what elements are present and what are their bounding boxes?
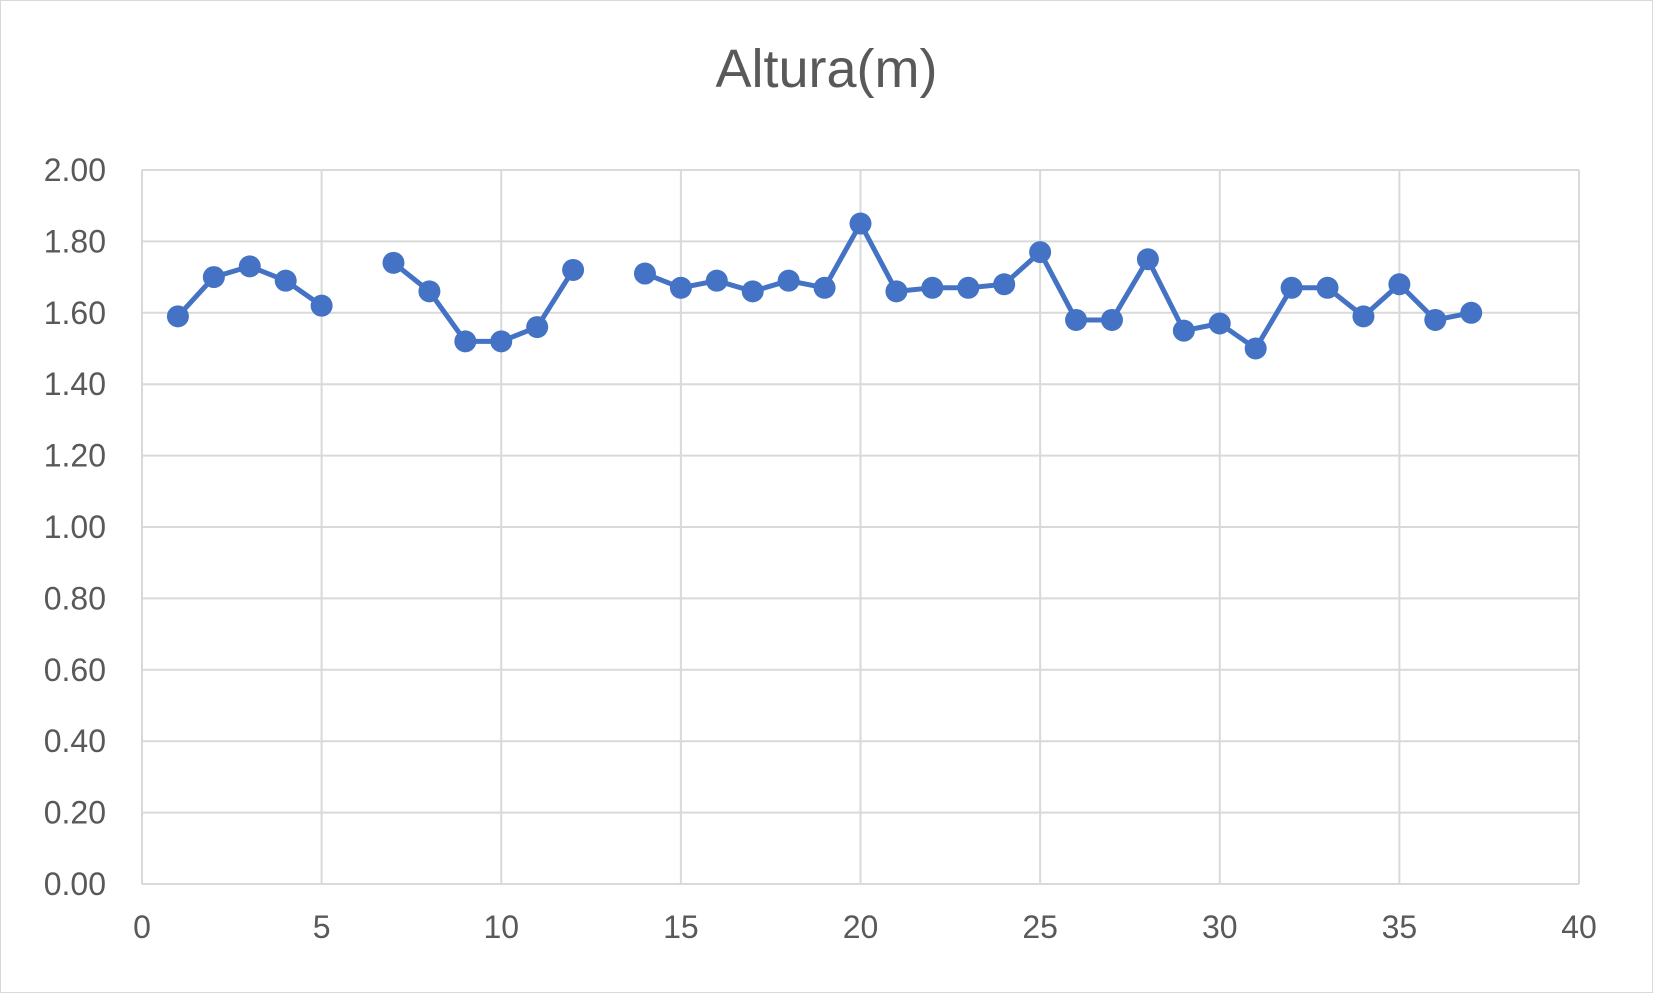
data-point bbox=[777, 269, 800, 292]
x-tick-label: 5 bbox=[313, 909, 331, 945]
data-point bbox=[633, 262, 656, 285]
data-point bbox=[1029, 241, 1052, 264]
data-point bbox=[1136, 248, 1159, 271]
y-tick-label: 0.40 bbox=[44, 723, 106, 759]
data-point bbox=[1424, 308, 1447, 331]
data-point bbox=[1316, 276, 1339, 299]
y-tick-label: 0.00 bbox=[44, 866, 106, 902]
chart-title: Altura(m) bbox=[715, 39, 938, 99]
data-point bbox=[1280, 276, 1303, 299]
x-tick-label: 35 bbox=[1382, 909, 1418, 945]
y-tick-label: 1.80 bbox=[44, 223, 106, 259]
data-point bbox=[202, 266, 225, 289]
series-line-segment bbox=[1253, 285, 1295, 351]
data-point bbox=[849, 212, 872, 235]
data-point bbox=[310, 294, 333, 317]
series-line-segment bbox=[1037, 249, 1079, 323]
x-tick-label: 40 bbox=[1561, 909, 1597, 945]
data-point bbox=[669, 276, 692, 299]
data-point bbox=[813, 276, 836, 299]
data-point bbox=[490, 330, 513, 353]
y-tick-label: 1.20 bbox=[44, 438, 106, 474]
data-point bbox=[418, 280, 441, 303]
data-point bbox=[1065, 308, 1088, 331]
data-point bbox=[705, 269, 728, 292]
y-tick-label: 0.80 bbox=[44, 580, 106, 616]
series-line-segment bbox=[534, 267, 576, 330]
series-line-segment bbox=[858, 221, 899, 294]
y-tick-label: 0.20 bbox=[44, 795, 106, 831]
y-tick-label: 1.00 bbox=[44, 509, 106, 545]
series-line-segment bbox=[1145, 256, 1187, 334]
data-point bbox=[885, 280, 908, 303]
y-tick-label: 1.40 bbox=[44, 366, 106, 402]
data-point bbox=[526, 316, 549, 339]
data-point bbox=[993, 273, 1016, 296]
data-point bbox=[1100, 308, 1123, 331]
series-line-segment bbox=[822, 221, 863, 291]
series-line-segment bbox=[1109, 256, 1151, 323]
data-point bbox=[454, 330, 477, 353]
data-point bbox=[921, 276, 944, 299]
x-tick-label: 0 bbox=[133, 909, 151, 945]
data-point bbox=[1352, 305, 1375, 328]
x-tick-label: 10 bbox=[483, 909, 519, 945]
data-point bbox=[1208, 312, 1231, 335]
data-point bbox=[166, 305, 189, 328]
data-point bbox=[1388, 273, 1411, 296]
x-tick-label: 30 bbox=[1202, 909, 1238, 945]
y-tick-label: 1.60 bbox=[44, 295, 106, 331]
data-point bbox=[957, 276, 980, 299]
data-point bbox=[1244, 337, 1267, 360]
data-point bbox=[1460, 301, 1483, 324]
y-tick-label: 0.60 bbox=[44, 652, 106, 688]
y-tick-label: 2.00 bbox=[44, 152, 106, 188]
data-point bbox=[562, 258, 585, 281]
data-point bbox=[1172, 319, 1195, 342]
data-point bbox=[238, 255, 261, 278]
x-tick-label: 25 bbox=[1022, 909, 1058, 945]
data-point bbox=[382, 251, 405, 274]
data-point bbox=[741, 280, 764, 303]
x-tick-label: 20 bbox=[843, 909, 879, 945]
x-tick-label: 15 bbox=[663, 909, 699, 945]
data-point bbox=[274, 269, 297, 292]
